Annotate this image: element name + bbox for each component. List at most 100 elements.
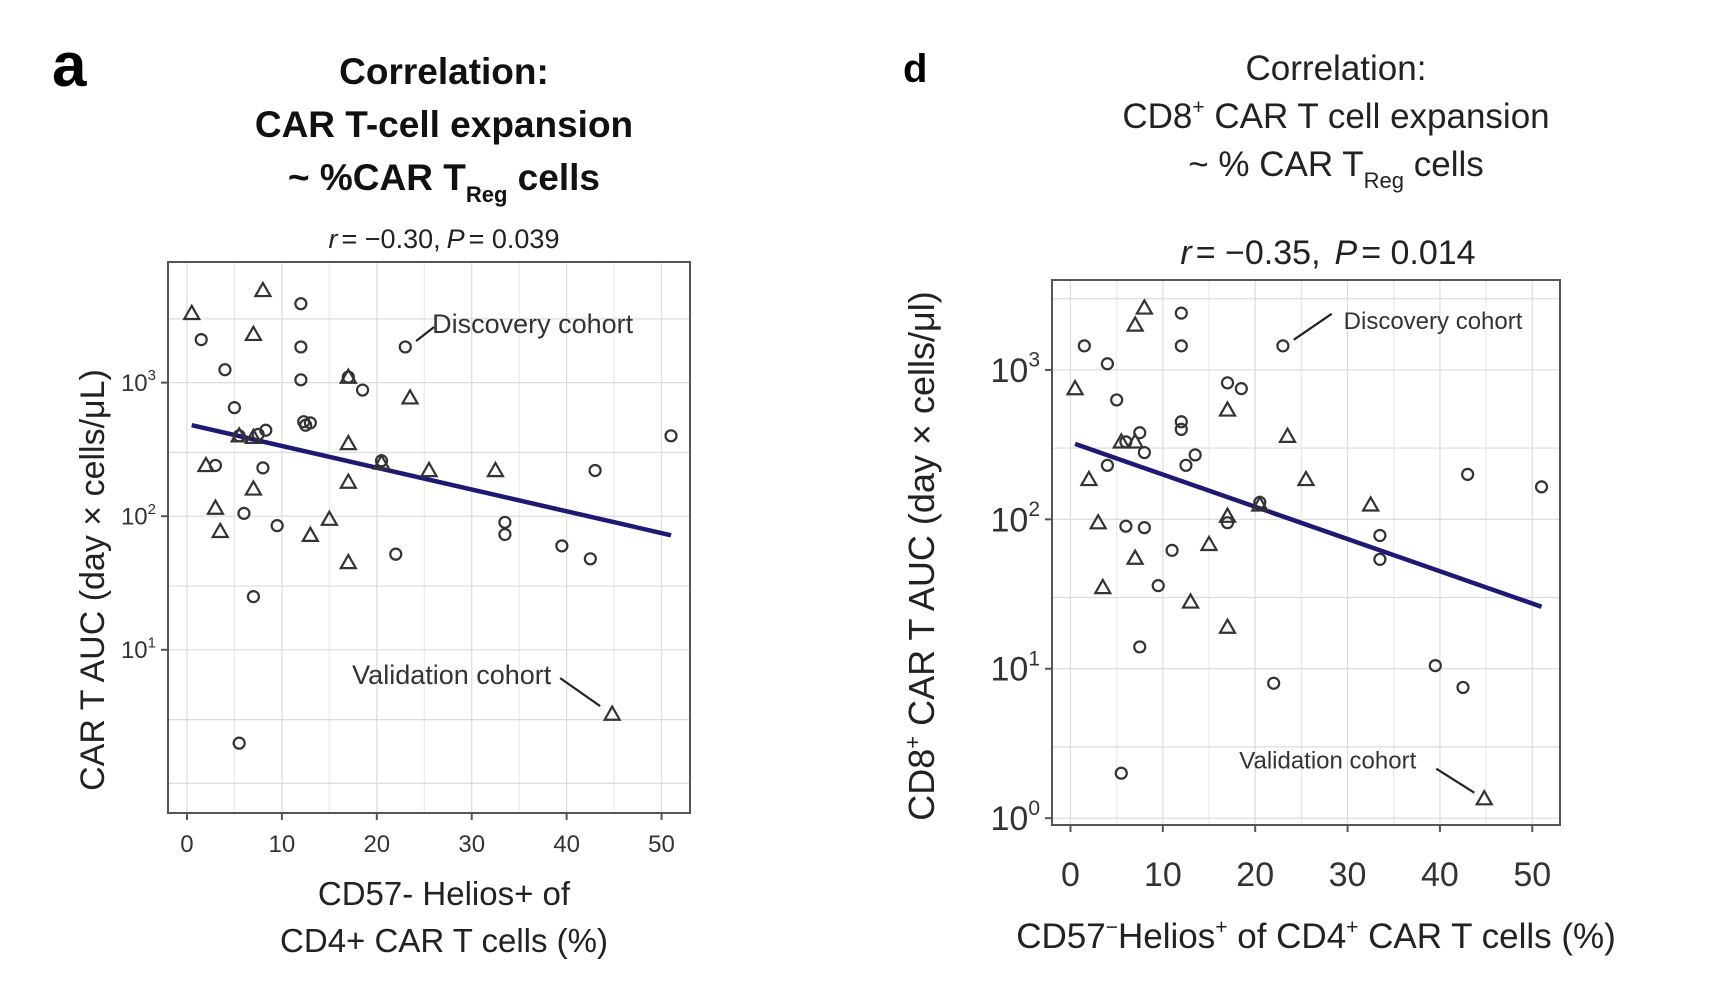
a-point-discovery <box>398 340 412 354</box>
d-point-validation <box>1361 495 1381 512</box>
panel-d-ylabel-rest: CAR T AUC (day × cells/μl) <box>901 291 942 736</box>
a-point-discovery <box>294 373 308 387</box>
a-point-validation <box>319 509 339 526</box>
panel-d-title-line2: CD8+ CAR T cell expansion <box>1122 96 1549 136</box>
panel-a-annotations: Discovery cohort Validation cohort <box>352 309 634 708</box>
panel-d-fit-line-group <box>1074 441 1543 609</box>
a-point-discovery <box>303 416 317 430</box>
a-point-discovery <box>256 461 270 475</box>
panel-a: a Correlation: CAR T-cell expansion ~ %C… <box>52 31 691 959</box>
d-point-discovery <box>1077 339 1091 353</box>
a-point-validation <box>602 704 622 721</box>
panel-a-p-value: = 0.039 <box>469 224 560 254</box>
d-validation-cohort-label: Validation cohort <box>1239 748 1416 775</box>
panel-a-r-value: = −0.30, <box>342 224 441 254</box>
panel-d-title-line3-main: ~ % CAR T <box>1188 145 1363 184</box>
d-point-discovery <box>1276 339 1290 353</box>
d-point-discovery <box>1151 579 1165 593</box>
a-point-discovery <box>246 590 261 604</box>
a-point-discovery <box>227 401 242 415</box>
d-xtick-label: 0 <box>1061 856 1080 894</box>
d-point-discovery <box>1137 521 1151 535</box>
a-point-validation <box>372 453 391 470</box>
a-validation-leader-line <box>559 677 601 708</box>
panel-d-stat: r = −0.35, P = 0.014 <box>1180 234 1475 272</box>
panel-d-r-value: = −0.35, <box>1196 234 1321 272</box>
panel-d: d Correlation: CD8+ CAR T cell expansion… <box>900 47 1616 956</box>
panel-a-plot-frame <box>167 261 691 814</box>
d-point-discovery <box>1133 426 1147 440</box>
d-point-validation <box>1134 298 1154 315</box>
panel-d-xlabel-c: of CD4 <box>1228 917 1347 956</box>
a-point-validation <box>486 460 505 478</box>
d-discovery-cohort-label: Discovery cohort <box>1344 308 1523 335</box>
d-point-validation <box>1218 400 1237 417</box>
panel-d-xlabel-d: CAR T cells (%) <box>1358 917 1615 956</box>
d-point-discovery <box>1174 306 1188 320</box>
d-point-discovery <box>1110 393 1124 407</box>
d-point-discovery <box>1373 528 1387 543</box>
a-point-validation <box>244 427 263 444</box>
d-point-discovery <box>1220 376 1235 390</box>
panel-d-plot-frame <box>1051 279 1561 826</box>
a-point-discovery <box>297 415 311 429</box>
d-ytick-label: 103 <box>990 349 1040 390</box>
a-point-validation <box>300 525 320 542</box>
a-point-validation <box>338 367 358 384</box>
d-point-validation <box>1181 592 1200 609</box>
d-point-discovery <box>1174 422 1188 437</box>
panel-d-xlabel-b-sup: + <box>1215 916 1227 939</box>
panel-d-x-axis-label: CD57−Helios+ of CD4+ CAR T cells (%) <box>1016 916 1616 956</box>
panel-d-ylabel-cd8: CD8 <box>901 749 942 821</box>
d-point-discovery <box>1100 357 1115 371</box>
d-point-discovery <box>1534 480 1549 494</box>
d-point-discovery <box>1174 415 1188 429</box>
d-point-discovery <box>1234 382 1248 396</box>
d-point-discovery <box>1461 467 1475 481</box>
panel-a-title-subscript: Reg <box>466 182 508 207</box>
d-point-validation <box>1474 788 1494 806</box>
d-point-validation <box>1093 577 1113 595</box>
a-xtick-label: 50 <box>648 831 675 858</box>
d-point-validation <box>1199 534 1219 552</box>
d-discovery-leader-line <box>1293 312 1333 341</box>
panel-a-title-line3-main: ~ %CAR T <box>288 157 466 198</box>
panel-d-title-cd8: CD8 <box>1122 97 1192 136</box>
a-point-validation <box>196 455 216 473</box>
a-point-validation <box>244 479 263 496</box>
a-regression-line <box>191 423 672 538</box>
a-point-discovery <box>194 332 208 347</box>
d-point-discovery <box>1133 640 1147 654</box>
d-ytick-label: 100 <box>990 797 1040 838</box>
panel-d-y-axis-label: CD8+ CAR T AUC (day × cells/μl) <box>900 291 942 820</box>
panel-d-xlabel-a-sup: − <box>1106 916 1118 939</box>
d-point-discovery <box>1373 552 1387 566</box>
d-point-discovery <box>1174 339 1188 353</box>
panel-d-title-line2-rest: CAR T cell expansion <box>1205 97 1550 136</box>
d-xtick-label: 40 <box>1421 856 1459 894</box>
panel-d-title-subscript: Reg <box>1364 168 1404 193</box>
panel-d-xlabel-c-sup: + <box>1346 916 1358 939</box>
a-xtick-label: 0 <box>180 831 193 858</box>
panel-a-points <box>182 280 678 750</box>
a-ytick-label: 101 <box>121 634 156 664</box>
panel-a-title-line2: CAR T-cell expansion <box>255 104 633 145</box>
a-point-discovery <box>237 506 251 520</box>
panel-d-gridlines <box>1052 280 1560 825</box>
panel-d-title-superscript: + <box>1192 96 1204 119</box>
d-point-validation <box>1218 617 1237 634</box>
a-point-validation <box>338 552 358 570</box>
d-point-validation <box>1296 469 1316 487</box>
d-point-validation <box>1250 495 1270 512</box>
a-point-discovery <box>664 429 678 443</box>
d-point-validation <box>1065 378 1085 396</box>
a-point-discovery <box>232 736 246 750</box>
d-point-validation <box>1125 548 1145 565</box>
panel-a-title-line3: ~ %CAR TReg cells <box>288 157 600 207</box>
panel-d-ylabel-superscript: + <box>900 736 925 749</box>
d-point-validation <box>1278 426 1297 443</box>
d-point-discovery <box>1428 658 1442 673</box>
panel-a-x-ticks: 0 10 20 30 40 50 <box>180 813 675 858</box>
d-xtick-label: 50 <box>1513 856 1551 894</box>
